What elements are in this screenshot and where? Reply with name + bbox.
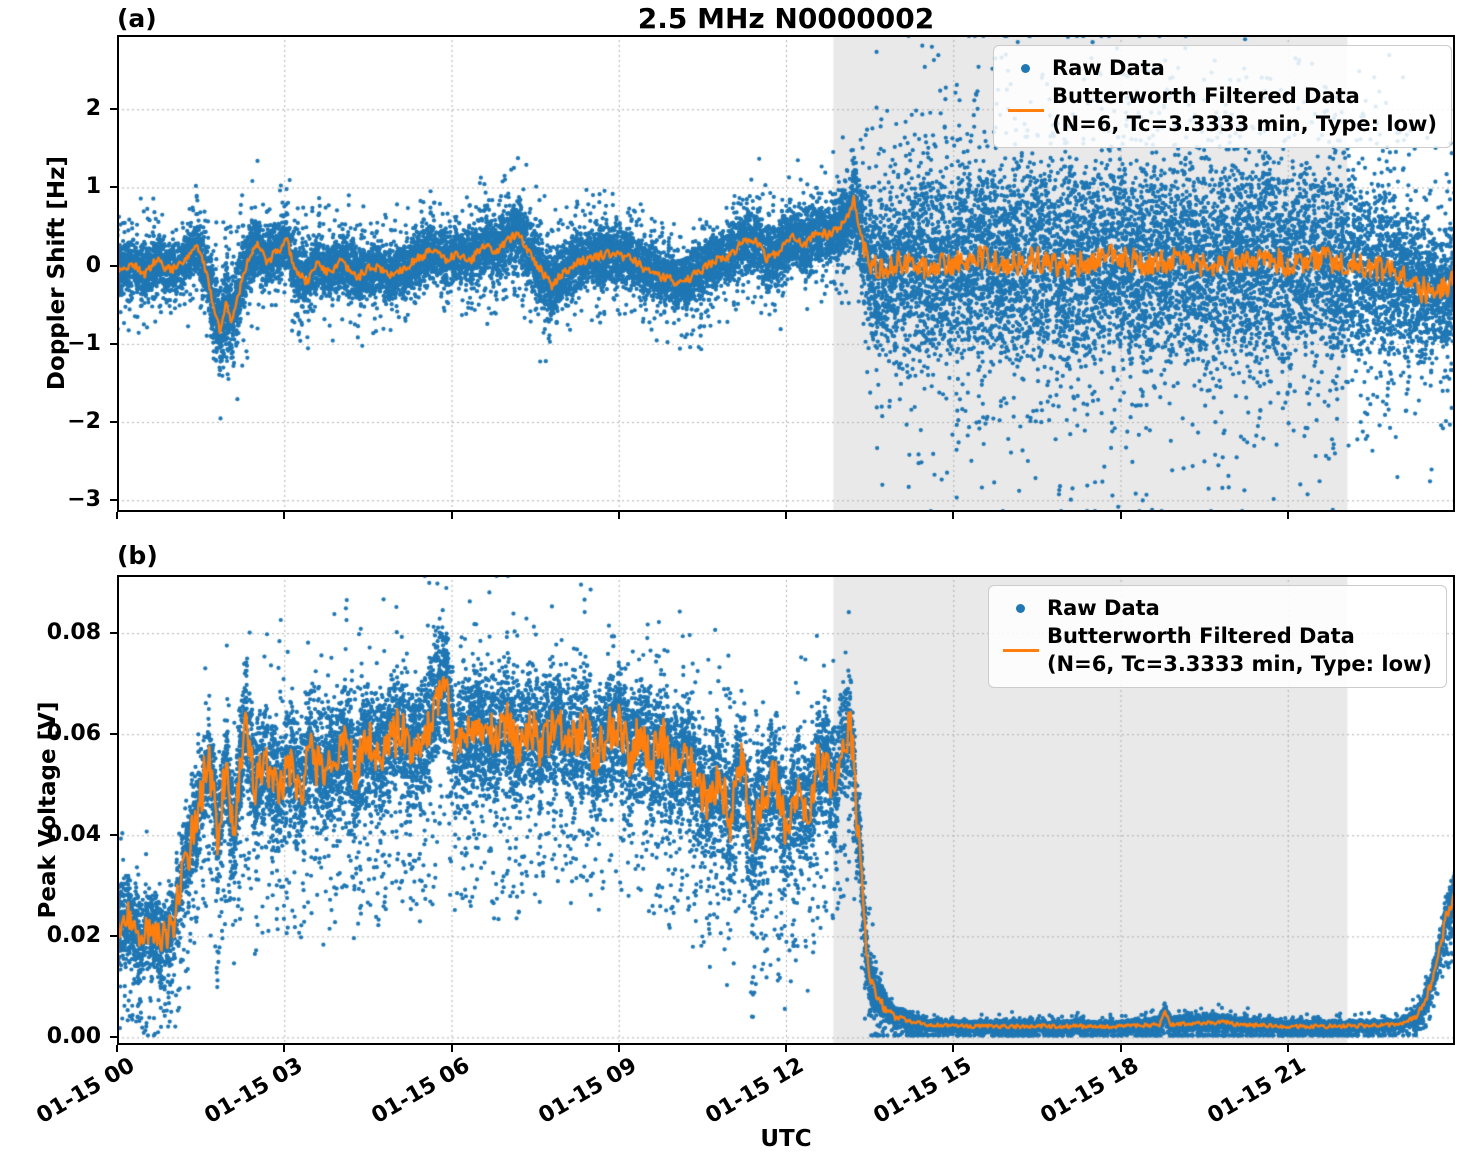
legend-a: Raw Data Butterworth Filtered Data (N=6,… [992,45,1452,148]
x-tick-label: 01-15 09 [534,1053,642,1129]
x-tick-mark [450,512,453,519]
legend-b: Raw Data Butterworth Filtered Data (N=6,… [987,585,1447,688]
legend-filtered-label-line2: (N=6, Tc=3.3333 min, Type: low) [1046,651,1432,676]
y-tick-label: 0.08 [46,620,101,646]
figure-title: 2.5 MHz N0000002 [637,2,935,35]
y-tick-label: 0.04 [46,822,101,848]
x-tick-mark [1119,512,1122,519]
legend-filtered-label-line1: Butterworth Filtered Data [1046,624,1355,649]
y-tick-label: 0.00 [46,1024,101,1050]
legend-entry-filtered: Butterworth Filtered Data (N=6, Tc=3.333… [1000,83,1437,138]
x-tick-mark [450,1045,453,1052]
x-tick-mark [283,1045,286,1052]
x-tick-mark [1286,1045,1289,1052]
y-tick-label: −1 [67,330,101,356]
x-tick-label: 01-15 15 [869,1053,976,1129]
y-tick-mark [110,186,117,189]
raw-data-marker-icon [995,604,1047,614]
x-tick-mark [952,1045,955,1052]
x-tick-mark [116,1045,118,1052]
y-tick-mark [110,1036,117,1039]
x-axis-label: UTC [760,1126,812,1152]
y-tick-label: −3 [67,487,101,513]
x-tick-label: 01-15 03 [200,1053,307,1129]
x-tick-mark [952,512,955,519]
x-tick-mark [785,1045,787,1052]
legend-filtered-label-line2: (N=6, Tc=3.3333 min, Type: low) [1051,111,1437,136]
legend-entry-filtered: Butterworth Filtered Data (N=6, Tc=3.333… [995,623,1432,678]
y-tick-mark [110,935,117,938]
filtered-line-marker-icon [1000,108,1052,113]
y-tick-mark [110,264,117,267]
legend-raw-label: Raw Data [1051,56,1165,80]
y-tick-label: −2 [67,409,101,435]
panel-a-tag: (a) [117,4,157,33]
legend-entry-raw: Raw Data [995,595,1432,622]
y-tick-label: 2 [85,96,101,122]
x-tick-mark [116,512,118,519]
x-tick-label: 01-15 00 [32,1053,140,1129]
y-tick-mark [110,632,117,635]
y-tick-mark [110,108,117,111]
filtered-line-marker-icon [995,648,1047,653]
legend-entry-raw: Raw Data [1000,55,1437,82]
x-tick-label: 01-15 18 [1036,1053,1143,1129]
y-tick-mark [110,499,117,502]
x-tick-label: 01-15 06 [367,1053,474,1129]
y-tick-label: 0 [85,252,101,278]
x-tick-label: 01-15 21 [1203,1053,1311,1129]
y-tick-label: 1 [85,174,101,200]
y-tick-label: 0.02 [46,923,101,949]
x-tick-mark [785,512,787,519]
legend-raw-label: Raw Data [1046,596,1160,620]
y-tick-mark [110,834,117,837]
x-tick-mark [1286,512,1289,519]
x-tick-mark [617,1045,620,1052]
legend-filtered-label-line1: Butterworth Filtered Data [1051,84,1360,109]
y-tick-mark [110,342,117,345]
x-tick-mark [283,512,286,519]
x-tick-mark [1119,1045,1122,1052]
raw-data-marker-icon [1000,64,1052,74]
x-tick-label: 01-15 12 [701,1053,809,1129]
y-tick-mark [110,733,117,736]
x-tick-mark [617,512,620,519]
panel-b-tag: (b) [117,541,158,570]
y-tick-mark [110,421,117,424]
y-tick-label: 0.06 [46,721,101,747]
